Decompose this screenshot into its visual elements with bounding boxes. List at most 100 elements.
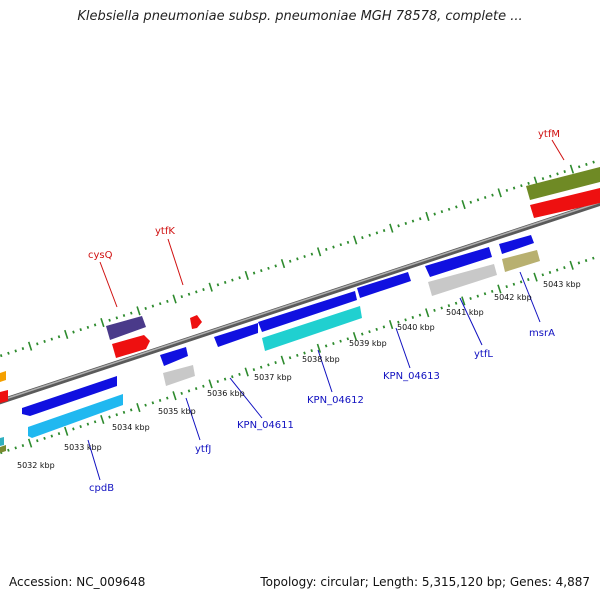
gene-label-ytfJ: ytfJ xyxy=(195,444,211,455)
minor-tick xyxy=(252,271,256,275)
minor-tick xyxy=(93,420,97,424)
minor-tick xyxy=(447,207,451,211)
minor-tick xyxy=(360,332,364,336)
kbp-label: 5041 kbp xyxy=(446,308,484,317)
minor-tick xyxy=(288,356,292,360)
minor-tick xyxy=(216,283,220,287)
minor-tick xyxy=(274,361,277,365)
kbp-scale: 5032 kbp 5033 kbp 5034 kbp 5035 kbp 5036… xyxy=(17,280,581,470)
major-tick xyxy=(461,200,466,210)
major-tick xyxy=(425,308,430,318)
minor-tick xyxy=(549,174,552,178)
minor-tick xyxy=(166,396,169,400)
minor-tick xyxy=(592,160,595,164)
gene-label-msrA: msrA xyxy=(529,328,555,339)
minor-tick xyxy=(223,377,227,381)
minor-tick xyxy=(310,349,313,353)
minor-tick xyxy=(418,313,422,317)
minor-tick xyxy=(577,165,581,169)
minor-tick xyxy=(14,349,17,353)
gene-labels-bottom: cpdB ytfJ KPN_04611 KPN_04612 KPN_04613 … xyxy=(89,328,555,494)
minor-tick xyxy=(491,193,494,197)
minor-tick xyxy=(194,387,198,391)
minor-tick xyxy=(14,446,17,450)
minor-tick xyxy=(368,330,371,334)
minor-tick xyxy=(130,311,133,315)
gene-ytfM xyxy=(526,167,600,200)
major-tick xyxy=(208,379,213,389)
major-tick xyxy=(497,188,502,198)
minor-tick xyxy=(361,236,364,240)
minor-tick xyxy=(556,172,559,176)
minor-tick xyxy=(144,403,147,407)
minor-tick xyxy=(180,295,184,299)
gene-label-KPN_04613: KPN_04613 xyxy=(383,371,440,382)
minor-tick xyxy=(260,269,263,273)
kbp-label: 5035 kbp xyxy=(158,407,196,416)
minor-tick xyxy=(43,339,46,343)
minor-tick xyxy=(404,221,408,225)
minor-tick xyxy=(555,268,559,272)
minor-tick xyxy=(93,323,97,327)
minor-tick xyxy=(108,318,111,322)
gene-label-ytfL: ytfL xyxy=(474,349,493,360)
minor-tick xyxy=(469,200,473,204)
minor-tick xyxy=(375,327,378,331)
sequence-backbone-highlight xyxy=(0,201,600,402)
gene-KPN_04611-cds xyxy=(214,323,258,347)
minor-tick xyxy=(404,318,407,322)
gene-label-cpdB: cpdB xyxy=(89,483,114,494)
minor-tick xyxy=(346,337,350,341)
minor-tick xyxy=(259,365,263,369)
partial-feature-olive xyxy=(0,445,6,453)
major-tick xyxy=(244,367,249,377)
minor-tick xyxy=(187,389,191,393)
minor-tick xyxy=(79,328,82,332)
minor-tick xyxy=(490,289,494,293)
gene-label-KPN_04612: KPN_04612 xyxy=(307,395,364,406)
sequence-backbone xyxy=(0,200,600,405)
minor-tick xyxy=(418,217,422,221)
minor-tick xyxy=(216,380,220,383)
major-tick xyxy=(425,211,430,221)
minor-tick xyxy=(21,347,25,351)
gene-ytfJ xyxy=(163,365,195,386)
minor-tick xyxy=(303,351,306,355)
minor-tick xyxy=(332,245,335,249)
major-tick xyxy=(316,247,322,257)
major-tick xyxy=(208,282,213,292)
kbp-label: 5043 kbp xyxy=(543,280,581,289)
minor-tick xyxy=(158,302,162,306)
minor-tick xyxy=(7,351,10,355)
gene-cpdB-cds xyxy=(22,376,117,416)
minor-tick xyxy=(512,282,516,286)
minor-tick xyxy=(86,422,90,426)
minor-tick xyxy=(86,325,90,329)
kbp-label: 5040 kbp xyxy=(397,323,435,332)
major-tick xyxy=(389,223,394,233)
major-tick xyxy=(136,403,141,413)
minor-tick xyxy=(505,285,508,289)
minor-tick xyxy=(202,288,205,292)
major-tick xyxy=(27,341,33,351)
minor-tick xyxy=(144,306,147,310)
kbp-label: 5039 kbp xyxy=(349,339,387,348)
major-tick xyxy=(569,164,575,174)
minor-tick xyxy=(382,325,386,329)
map-title: Klebsiella pneumoniae subsp. pneumoniae … xyxy=(77,9,523,24)
major-tick xyxy=(353,235,358,245)
topology-summary: Topology: circular; Length: 5,315,120 bp… xyxy=(260,575,590,589)
major-tick xyxy=(100,318,105,328)
gene-labels-top: cysQ ytfK ytfM xyxy=(88,129,560,261)
minor-tick xyxy=(129,408,133,412)
major-tick xyxy=(388,320,394,330)
gene-KPN_04612-cds xyxy=(258,291,357,332)
gene-ytfM-cds xyxy=(530,188,600,218)
minor-tick xyxy=(296,353,299,357)
minor-tick xyxy=(238,372,241,376)
major-tick xyxy=(244,270,249,280)
minor-tick xyxy=(584,259,588,263)
minor-tick xyxy=(440,210,444,214)
minor-tick xyxy=(288,259,292,263)
